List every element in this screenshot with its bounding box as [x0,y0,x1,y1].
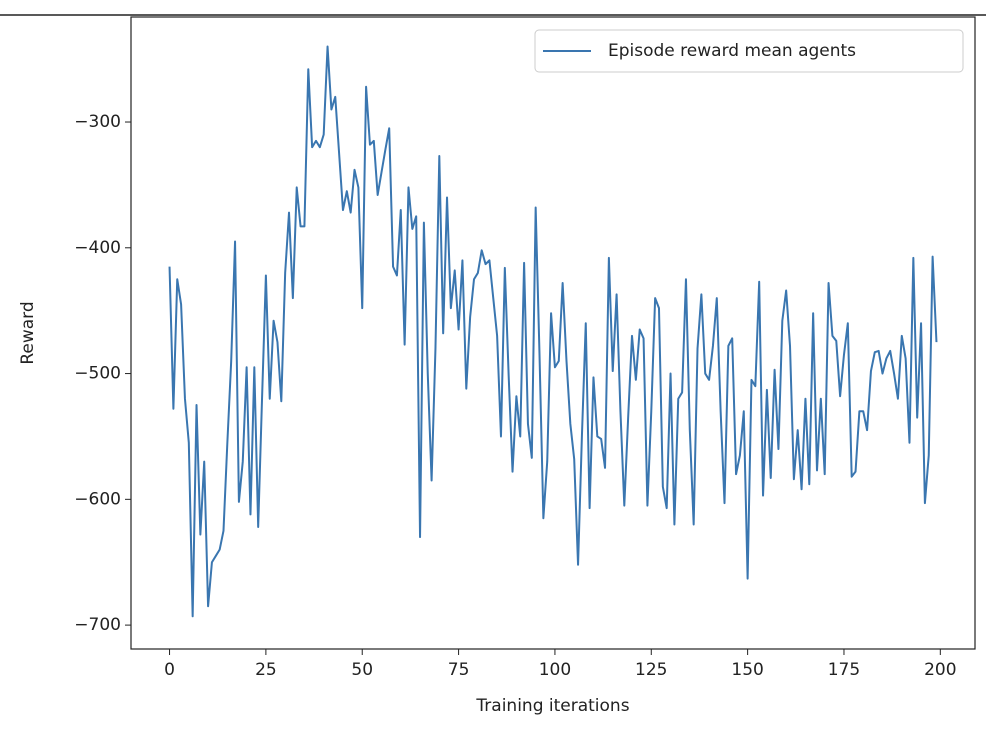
y-tick-label: −600 [74,489,121,509]
plot-frame [130,16,976,650]
y-tick-label: −400 [74,238,121,258]
x-tick-label: 25 [255,660,277,680]
x-tick-label: 50 [351,660,373,680]
x-tick-label: 150 [731,660,763,680]
y-tick-label: −300 [74,112,121,132]
x-tick-label: 0 [164,660,175,680]
y-tick-label: −500 [74,364,121,384]
x-axis-label: Training iterations [475,696,629,716]
legend-label: Episode reward mean agents [608,41,856,61]
legend-box [534,29,964,73]
x-tick-label: 175 [828,660,860,680]
y-axis-label: Reward [18,301,38,364]
y-tick-label: −700 [74,615,121,635]
x-tick-label: 100 [539,660,571,680]
x-tick-label: 125 [635,660,667,680]
x-tick-label: 200 [924,660,956,680]
x-tick-label: 75 [448,660,470,680]
data-line [168,45,938,618]
